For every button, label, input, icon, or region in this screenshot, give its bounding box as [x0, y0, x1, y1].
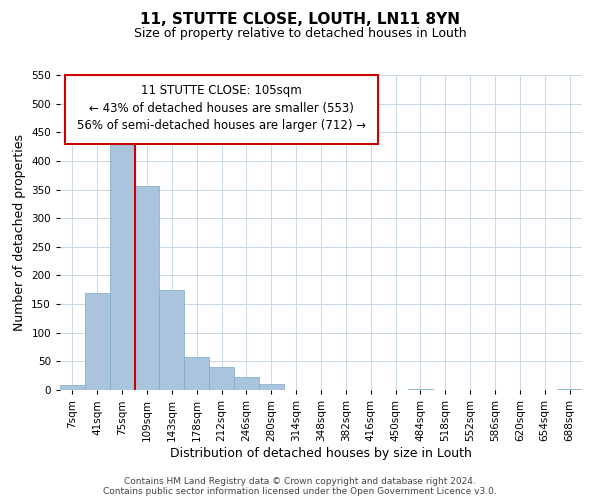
Text: 11, STUTTE CLOSE, LOUTH, LN11 8YN: 11, STUTTE CLOSE, LOUTH, LN11 8YN	[140, 12, 460, 28]
Bar	[184, 358, 209, 390]
Bar	[85, 292, 110, 390]
Bar	[209, 367, 234, 390]
Bar	[259, 384, 284, 390]
X-axis label: Distribution of detached houses by size in Louth: Distribution of detached houses by size …	[170, 446, 472, 460]
Bar	[134, 186, 160, 390]
Bar	[234, 378, 259, 390]
Text: Contains HM Land Registry data © Crown copyright and database right 2024.: Contains HM Land Registry data © Crown c…	[124, 478, 476, 486]
Bar	[160, 290, 184, 390]
Bar	[110, 144, 134, 390]
Text: ← 43% of detached houses are smaller (553): ← 43% of detached houses are smaller (55…	[89, 102, 354, 115]
Text: 56% of semi-detached houses are larger (712) →: 56% of semi-detached houses are larger (…	[77, 119, 367, 132]
FancyBboxPatch shape	[65, 75, 379, 144]
Text: 11 STUTTE CLOSE: 105sqm: 11 STUTTE CLOSE: 105sqm	[142, 84, 302, 98]
Bar	[60, 386, 85, 390]
Text: Contains public sector information licensed under the Open Government Licence v3: Contains public sector information licen…	[103, 488, 497, 496]
Y-axis label: Number of detached properties: Number of detached properties	[13, 134, 26, 331]
Text: Size of property relative to detached houses in Louth: Size of property relative to detached ho…	[134, 28, 466, 40]
